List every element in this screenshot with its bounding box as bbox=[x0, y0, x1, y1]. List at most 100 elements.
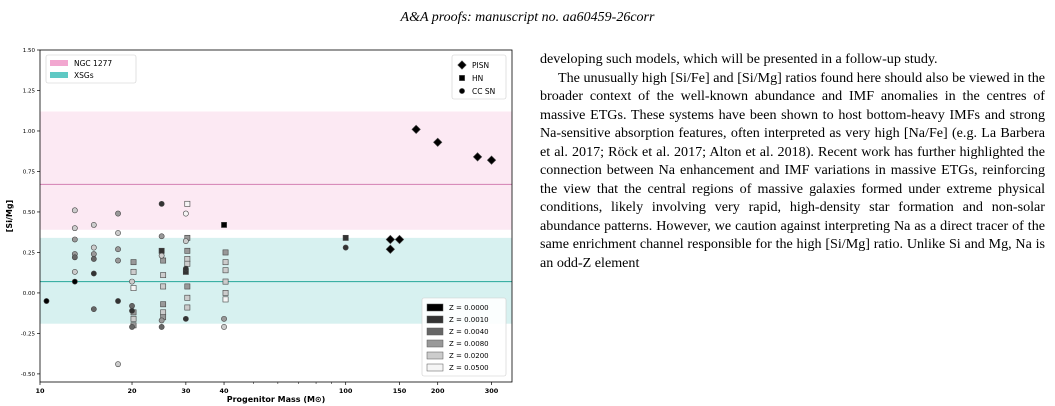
marker-legend-symbol bbox=[459, 75, 465, 81]
circle-point bbox=[129, 307, 135, 314]
x-tick-label: 40 bbox=[220, 387, 230, 395]
si-mg-scatter-chart: -0.50 -0.25 0.00 0.25 0.50 0.75 1.00 1.25 1.50 10… bbox=[5, 48, 513, 404]
circle-point bbox=[115, 230, 121, 236]
metallicity-legend-swatch bbox=[426, 363, 444, 372]
diamond-point bbox=[486, 155, 497, 165]
band-legend-swatch bbox=[50, 72, 68, 78]
square-point bbox=[222, 290, 229, 296]
y-tick-label: -0.50 bbox=[21, 372, 36, 378]
metallicity-legend-label: Z = 0.0500 bbox=[449, 364, 489, 372]
circle-point bbox=[129, 324, 135, 330]
circle-point bbox=[90, 256, 97, 262]
metallicity-legend-label: Z = 0.0080 bbox=[449, 340, 489, 348]
circle-point bbox=[158, 252, 165, 259]
circle-point bbox=[158, 200, 165, 207]
circle-point bbox=[182, 315, 189, 322]
x-tick-label: 150 bbox=[393, 387, 407, 395]
diamond-point bbox=[394, 234, 405, 245]
square-point bbox=[160, 272, 167, 279]
square-point bbox=[160, 257, 167, 264]
square-point bbox=[184, 294, 191, 301]
circle-point bbox=[71, 207, 78, 214]
square-point bbox=[222, 249, 229, 256]
y-axis-label: [Si/Mg] bbox=[5, 200, 14, 232]
circle-point bbox=[71, 225, 78, 232]
metallicity-legend-swatch bbox=[426, 339, 444, 348]
circle-point bbox=[71, 254, 78, 261]
square-point bbox=[130, 259, 137, 266]
circle-point bbox=[43, 298, 50, 304]
circle-point bbox=[129, 302, 135, 309]
square-point bbox=[222, 259, 229, 266]
band-legend-label: XSGs bbox=[74, 71, 94, 80]
square-point bbox=[222, 278, 229, 285]
y-tick-label: 0.25 bbox=[23, 250, 36, 256]
band-legend-swatch bbox=[50, 60, 68, 66]
circle-point bbox=[90, 306, 97, 313]
diamond-point bbox=[385, 244, 395, 254]
figure: -0.50 -0.25 0.00 0.25 0.50 0.75 1.00 1.25 1.50 10… bbox=[0, 40, 530, 406]
circle-point bbox=[115, 361, 121, 368]
circle-point bbox=[90, 222, 97, 228]
marker-legend-symbol bbox=[459, 88, 465, 94]
y-tick-label: 0.50 bbox=[23, 210, 36, 216]
x-tick-label: 30 bbox=[181, 387, 191, 395]
running-header: A&A proofs: manuscript no. aa60459-26cor… bbox=[400, 10, 655, 25]
circle-point bbox=[342, 244, 349, 251]
circle-point bbox=[115, 257, 121, 264]
y-tick-label: 1.25 bbox=[23, 88, 36, 94]
square-point bbox=[160, 309, 167, 316]
circle-point bbox=[71, 236, 78, 243]
diamond-point bbox=[472, 152, 483, 162]
circle-point bbox=[182, 238, 189, 245]
metallicity-legend-label: Z = 0.0000 bbox=[449, 304, 489, 312]
band-legend-label: NGC 1277 bbox=[74, 59, 112, 68]
circle-point bbox=[182, 265, 189, 272]
square-point bbox=[160, 301, 167, 308]
y-tick-label: 0.75 bbox=[23, 169, 36, 175]
square-point bbox=[130, 315, 137, 322]
circle-point bbox=[221, 315, 227, 322]
diamond-point bbox=[385, 234, 395, 245]
square-point bbox=[184, 260, 191, 267]
metallicity-legend-swatch bbox=[426, 315, 444, 324]
circle-point bbox=[71, 278, 78, 285]
circle-point bbox=[115, 298, 121, 304]
circle-point bbox=[158, 324, 165, 330]
square-point bbox=[130, 268, 137, 275]
y-tick-label: -0.25 bbox=[21, 331, 36, 337]
plot-frame bbox=[39, 49, 513, 383]
square-point bbox=[184, 247, 191, 254]
square-point bbox=[158, 247, 165, 254]
metallicity-legend-label: Z = 0.0040 bbox=[449, 328, 489, 336]
paragraph-1: developing such models, which will be pr… bbox=[540, 51, 938, 67]
y-tick-label: 1.00 bbox=[23, 129, 36, 135]
circle-point bbox=[129, 278, 135, 285]
circle-point bbox=[221, 324, 227, 330]
x-tick-label: 200 bbox=[431, 387, 445, 395]
square-point bbox=[184, 304, 191, 311]
body-text: developing such models, which will be pr… bbox=[540, 50, 1045, 272]
x-tick-label: 10 bbox=[35, 387, 45, 395]
square-point bbox=[184, 283, 191, 290]
circle-point bbox=[90, 270, 97, 277]
circle-point bbox=[71, 268, 78, 275]
metallicity-legend-swatch bbox=[426, 351, 444, 360]
band-ngc1277 bbox=[40, 111, 512, 230]
circle-point bbox=[182, 210, 189, 217]
square-point bbox=[342, 234, 349, 241]
diamond-point bbox=[411, 124, 421, 134]
metallicity-legend-label: Z = 0.0200 bbox=[449, 352, 489, 360]
square-point bbox=[221, 222, 227, 228]
circle-point bbox=[115, 246, 121, 253]
circle-point bbox=[158, 233, 165, 240]
y-tick-label: 0.00 bbox=[23, 291, 36, 297]
x-tick-label: 100 bbox=[339, 387, 353, 395]
x-tick-label: 300 bbox=[485, 387, 499, 395]
square-point bbox=[222, 296, 229, 303]
marker-legend-label: HN bbox=[472, 74, 483, 83]
metallicity-legend-swatch bbox=[426, 303, 444, 312]
square-point bbox=[184, 256, 191, 262]
diamond-point bbox=[433, 137, 443, 147]
marker-legend-symbol bbox=[457, 60, 467, 70]
